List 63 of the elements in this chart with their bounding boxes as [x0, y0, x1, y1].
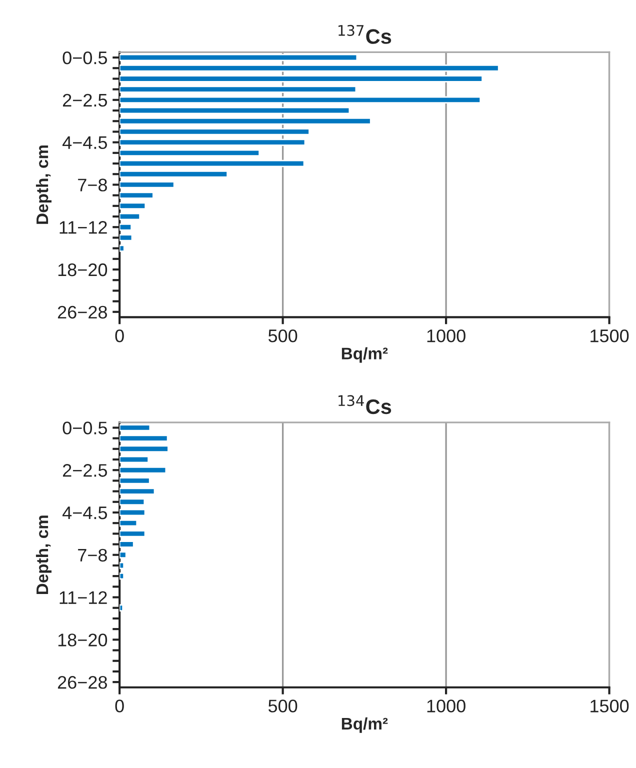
bar: [120, 424, 151, 432]
bar: [120, 170, 228, 178]
chart-title: $^{137}$Cs: [338, 24, 392, 44]
y-tick-label: 7−8: [78, 178, 107, 192]
x-tick-label: 500: [268, 700, 298, 712]
bar: [120, 488, 156, 495]
bar: [120, 572, 125, 580]
bar: [120, 149, 260, 157]
bar: [120, 86, 357, 93]
bar: [120, 445, 169, 453]
x-tick-label: 0: [115, 329, 124, 342]
bar: [120, 160, 305, 168]
y-tick-label: 0−0.5: [62, 51, 108, 64]
bar: [120, 562, 125, 570]
bar: [120, 181, 175, 188]
bar: [120, 75, 483, 82]
bar: [120, 96, 482, 104]
bar: [120, 604, 124, 612]
x-axis-title: Bq/m²: [342, 717, 388, 733]
bar: [120, 202, 146, 210]
bar: [120, 477, 150, 484]
bar: [120, 540, 134, 548]
bar: [120, 498, 146, 506]
bar: [120, 223, 132, 231]
bar: [120, 64, 500, 72]
bar: [120, 434, 168, 442]
x-tick-label: 1500: [590, 329, 629, 342]
x-tick-label: 1000: [427, 700, 466, 712]
y-axis-title: Depth, cm: [36, 145, 52, 224]
y-tick-label: 18−20: [58, 634, 108, 646]
bar: [120, 519, 138, 527]
y-tick-label: 2−2.5: [62, 94, 108, 107]
bar: [120, 54, 358, 62]
bar: [120, 508, 146, 516]
x-tick-label: 500: [268, 329, 298, 342]
y-tick-label: 11−12: [60, 221, 107, 234]
bar: [120, 466, 167, 474]
y-tick-label: 2−2.5: [62, 464, 108, 477]
y-tick-label: 18−20: [58, 263, 108, 276]
y-tick-label: 26−28: [58, 676, 107, 689]
bar: [120, 234, 133, 242]
y-tick-label: 11−12: [60, 591, 107, 604]
x-axis-title: Bq/m²: [342, 347, 388, 363]
bar: [120, 118, 372, 125]
x-tick-label: 1500: [590, 700, 629, 712]
y-tick-label: 7−8: [78, 548, 107, 562]
bar: [120, 128, 310, 136]
bar: [120, 456, 149, 464]
y-tick-label: 0−0.5: [62, 422, 108, 434]
chart-title: $^{134}$Cs: [338, 395, 392, 414]
y-tick-label: 4−4.5: [62, 506, 108, 520]
bar: [120, 244, 125, 252]
y-tick-label: 26−28: [58, 306, 107, 319]
bar: [120, 106, 350, 114]
bar: [120, 551, 127, 558]
x-tick-label: 0: [115, 700, 124, 712]
y-axis-title: Depth, cm: [36, 516, 52, 594]
bar: [120, 212, 141, 220]
x-tick-label: 1000: [427, 329, 466, 342]
bar: [120, 530, 146, 538]
bar: [120, 192, 154, 199]
y-tick-label: 4−4.5: [62, 136, 108, 150]
bar: [120, 138, 306, 146]
